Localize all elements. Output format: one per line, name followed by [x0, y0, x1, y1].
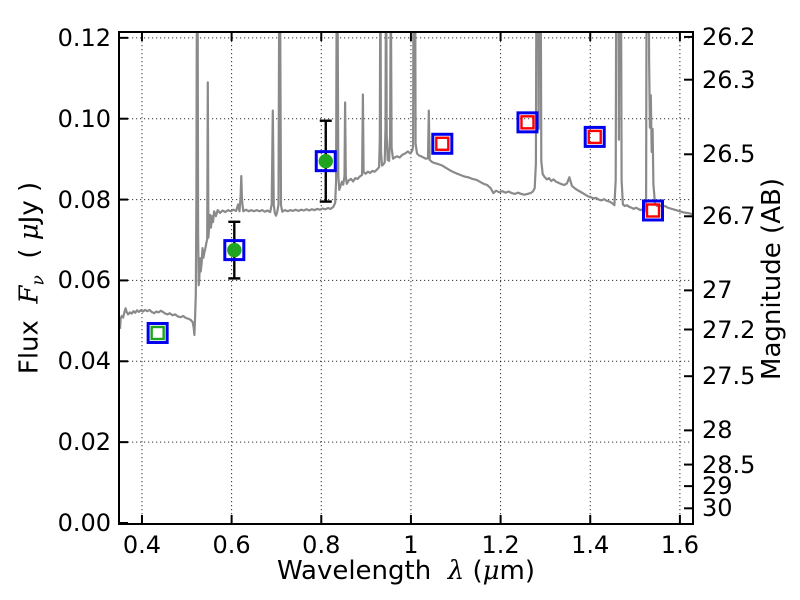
x-tick-label: 1.2: [481, 531, 520, 559]
x-tick-label: 1.6: [660, 531, 699, 559]
y-tick-label: 0.04: [57, 347, 111, 376]
x-axis-label-text: Wavelength: [276, 556, 448, 586]
mag-tick-label: 26.3: [702, 65, 756, 94]
right-axis-label: Magnitude (AB): [757, 178, 787, 380]
lambda-symbol: λ: [447, 556, 465, 586]
marker-inner-square: [520, 115, 535, 130]
flux-math-symbol: F: [14, 285, 45, 304]
mag-tick-label: 27: [702, 276, 733, 305]
x-tick-label: 0.4: [122, 531, 162, 559]
x-tick-label: 1.4: [571, 531, 610, 559]
x-axis-unit-open: (: [464, 556, 483, 586]
y-tick-label: 0.02: [57, 428, 111, 457]
mag-tick-label: 27.5: [702, 362, 756, 391]
y-axis-unit-open: (: [14, 240, 45, 276]
marker-inner-square: [587, 129, 602, 145]
y-tick-label: 0.06: [57, 266, 111, 295]
marker-outer-blue-square: [223, 239, 246, 262]
plot-canvas: [120, 33, 692, 523]
marker-outer-blue-square: [314, 150, 337, 173]
mag-tick-label: 28.5: [702, 450, 756, 479]
x-axis-unit-close: m): [499, 556, 536, 586]
mag-tick-label: 30: [702, 494, 733, 523]
marker-inner-square: [150, 325, 165, 341]
x-tick-label: 0.8: [302, 531, 341, 559]
mag-tick-label: 26.7: [702, 202, 756, 231]
y-axis-label: Flux Fν ( μJy ): [14, 181, 49, 375]
y-tick-label: 0.12: [57, 23, 111, 52]
mag-tick-label: 27.2: [702, 315, 756, 344]
y-tick-label: 0.00: [57, 509, 111, 537]
mag-tick-label: 26.5: [702, 140, 756, 169]
mag-tick-label: 26.2: [702, 22, 756, 51]
y-axis-unit-close: Jy ): [14, 181, 45, 224]
plot-area: [118, 31, 694, 525]
marker-green-circle: [227, 242, 242, 258]
marker-outer-blue-square: [516, 111, 539, 134]
marker-inner-square: [645, 203, 661, 218]
x-tick-label: 1: [403, 531, 419, 559]
y-axis-label-text: Flux: [14, 303, 45, 375]
marker-outer-blue-square: [146, 321, 169, 344]
nu-subscript: ν: [28, 275, 49, 286]
marker-green-circle: [318, 153, 333, 169]
mu-symbol-y: μ: [14, 223, 45, 241]
marker-outer-blue-square: [431, 132, 454, 155]
y-tick-label: 0.10: [57, 104, 111, 133]
mag-tick-label: 28: [702, 416, 733, 445]
marker-outer-blue-square: [642, 199, 664, 222]
model-spectrum-line: [120, 33, 692, 337]
mag-tick-label: 29: [702, 472, 733, 501]
marker-inner-square: [435, 136, 450, 151]
y-tick-label: 0.08: [57, 185, 111, 214]
x-axis-label: Wavelength λ (μm): [277, 558, 535, 584]
x-tick-label: 0.6: [212, 531, 251, 559]
marker-outer-blue-square: [583, 125, 606, 148]
mu-symbol: μ: [482, 556, 500, 586]
